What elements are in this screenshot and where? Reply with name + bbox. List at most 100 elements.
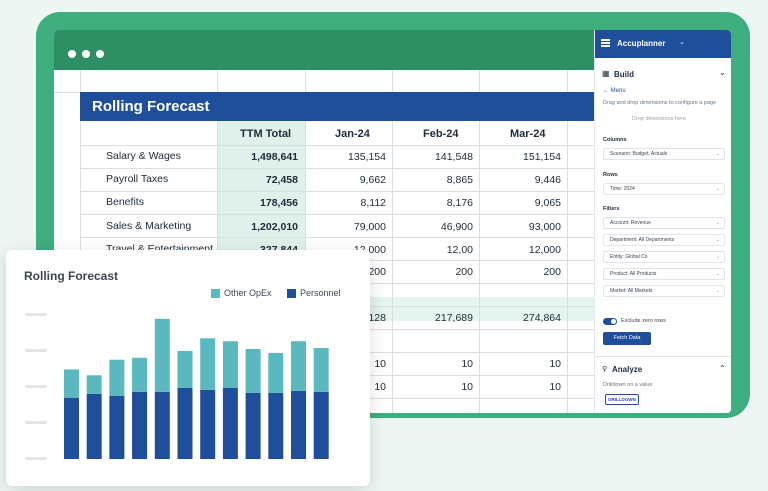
table-cell[interactable]: 135,154 bbox=[348, 151, 386, 163]
col-header-jan[interactable]: Jan-24 bbox=[335, 128, 370, 140]
table-cell[interactable]: 9,446 bbox=[534, 174, 561, 186]
bar-personnel[interactable] bbox=[86, 393, 102, 459]
table-cell[interactable]: 217,689 bbox=[435, 312, 473, 324]
device-frame: Rolling Forecast TTM Total Jan-24 Feb-24… bbox=[36, 12, 750, 418]
table-cell[interactable]: 93,000 bbox=[528, 221, 561, 233]
filter-department[interactable]: Department: All Departments ⌄ bbox=[603, 234, 725, 246]
chevron-down-icon: ⌄ bbox=[715, 237, 720, 243]
legend-swatch-other-opex bbox=[211, 289, 220, 298]
drilldown-hint: Drilldown on a value bbox=[603, 382, 653, 388]
table-cell[interactable]: 8,865 bbox=[446, 174, 473, 186]
sheet-title: Rolling Forecast bbox=[92, 98, 210, 115]
table-cell[interactable]: 79,000 bbox=[353, 221, 386, 233]
table-cell[interactable]: 8,176 bbox=[446, 197, 473, 209]
config-panel: Accuplanner ⌄ ▦ Build ⌄ ← Menu Drag and … bbox=[594, 30, 731, 413]
table-cell[interactable]: 1,202,010 bbox=[251, 221, 298, 233]
table-cell[interactable]: 151,154 bbox=[523, 151, 561, 163]
filter-market[interactable]: Market: All Markets ⌄ bbox=[603, 285, 725, 297]
hamburger-icon[interactable] bbox=[601, 39, 610, 47]
bar-other-opex[interactable] bbox=[132, 357, 148, 392]
chevron-down-icon[interactable]: ⌄ bbox=[679, 39, 685, 46]
table-cell[interactable]: 10 bbox=[461, 381, 473, 393]
fetch-data-button[interactable]: Fetch Data bbox=[603, 332, 651, 345]
scenario-pill[interactable]: Scenario: Budget, Actuals ⌄ bbox=[603, 148, 725, 160]
table-cell[interactable]: 9,065 bbox=[534, 197, 561, 209]
panel-header: Accuplanner ⌄ bbox=[595, 30, 731, 58]
table-cell[interactable]: 128 bbox=[368, 312, 386, 324]
search-icon: ⚲ bbox=[602, 366, 608, 373]
bar-chart bbox=[64, 318, 329, 459]
window-dot-icon[interactable] bbox=[68, 50, 76, 58]
build-title: Build bbox=[614, 70, 634, 79]
bar-personnel[interactable] bbox=[313, 391, 329, 459]
build-hint: Drag and drop dimensions to configure a … bbox=[603, 100, 717, 106]
bar-personnel[interactable] bbox=[109, 395, 125, 459]
table-cell[interactable]: 141,548 bbox=[435, 151, 473, 163]
bar-personnel[interactable] bbox=[132, 391, 148, 459]
bar-other-opex[interactable] bbox=[177, 350, 193, 388]
bar-personnel[interactable] bbox=[200, 389, 216, 459]
table-cell[interactable]: 9,662 bbox=[359, 174, 386, 186]
bar-personnel[interactable] bbox=[177, 387, 193, 459]
table-cell[interactable]: 200 bbox=[543, 266, 561, 278]
bar-personnel[interactable] bbox=[268, 392, 284, 459]
legend-label-other-opex: Other OpEx bbox=[224, 288, 272, 298]
chart-card: Rolling Forecast Other OpEx Personnel bbox=[6, 250, 370, 486]
col-header-feb[interactable]: Feb-24 bbox=[423, 128, 459, 140]
chevron-down-icon: ⌄ bbox=[715, 151, 720, 157]
table-cell[interactable]: 274,864 bbox=[523, 312, 561, 324]
table-cell[interactable]: 200 bbox=[455, 266, 473, 278]
exclude-zero-label: Exclude zero rows bbox=[621, 318, 666, 324]
bar-personnel[interactable] bbox=[291, 390, 306, 459]
filter-account[interactable]: Account: Revenue ⌄ bbox=[603, 217, 725, 229]
bar-personnel[interactable] bbox=[222, 387, 238, 459]
col-header-ttm[interactable]: TTM Total bbox=[240, 128, 292, 140]
brand-name[interactable]: Accuplanner bbox=[617, 39, 666, 48]
table-cell[interactable]: 10 bbox=[374, 358, 386, 370]
window-dot-icon[interactable] bbox=[96, 50, 104, 58]
chart-title: Rolling Forecast bbox=[24, 269, 119, 283]
drop-zone[interactable]: Drop dimensions here bbox=[632, 116, 686, 122]
table-cell[interactable]: 10 bbox=[461, 358, 473, 370]
filter-product[interactable]: Product: All Products ⌄ bbox=[603, 268, 725, 280]
table-cell[interactable]: 10 bbox=[549, 358, 561, 370]
bar-other-opex[interactable] bbox=[268, 352, 284, 393]
table-cell[interactable]: 8,112 bbox=[360, 197, 387, 209]
y-grid-marker bbox=[25, 349, 47, 352]
menu-link[interactable]: ← Menu bbox=[603, 88, 626, 94]
chevron-up-icon[interactable]: ⌃ bbox=[719, 364, 726, 373]
window-dot-icon[interactable] bbox=[82, 50, 90, 58]
bar-other-opex[interactable] bbox=[154, 318, 170, 392]
bar-other-opex[interactable] bbox=[64, 369, 79, 398]
y-grid-marker bbox=[25, 313, 47, 316]
chevron-down-icon: ⌄ bbox=[715, 254, 720, 260]
drilldown-button[interactable]: DRILLDOWN bbox=[605, 394, 639, 405]
bar-other-opex[interactable] bbox=[200, 338, 216, 390]
table-cell[interactable]: 12,00 bbox=[446, 244, 473, 256]
window-titlebar bbox=[54, 30, 594, 70]
bar-other-opex[interactable] bbox=[109, 359, 125, 396]
exclude-zero-toggle[interactable] bbox=[603, 318, 617, 325]
col-header-mar[interactable]: Mar-24 bbox=[510, 128, 546, 140]
bar-other-opex[interactable] bbox=[291, 341, 306, 391]
bar-other-opex[interactable] bbox=[313, 348, 329, 392]
bar-other-opex[interactable] bbox=[245, 349, 261, 393]
row-label: Salary & Wages bbox=[106, 150, 181, 162]
table-cell[interactable]: 12,000 bbox=[528, 244, 561, 256]
table-cell[interactable]: 10 bbox=[374, 381, 386, 393]
table-cell[interactable]: 10 bbox=[549, 381, 561, 393]
bar-personnel[interactable] bbox=[154, 391, 170, 459]
table-cell[interactable]: 72,458 bbox=[265, 174, 298, 186]
rows-label: Rows bbox=[603, 172, 618, 178]
table-cell[interactable]: 1,498,641 bbox=[251, 151, 298, 163]
bar-other-opex[interactable] bbox=[222, 341, 238, 388]
table-cell[interactable]: 46,900 bbox=[440, 221, 473, 233]
bar-personnel[interactable] bbox=[245, 392, 261, 459]
filter-entity[interactable]: Entity: Global Co ⌄ bbox=[603, 251, 725, 263]
bar-personnel[interactable] bbox=[64, 397, 79, 459]
time-pill[interactable]: Time: 2024 ⌄ bbox=[603, 183, 725, 195]
bar-other-opex[interactable] bbox=[86, 375, 102, 394]
table-cell[interactable]: 178,456 bbox=[260, 197, 298, 209]
table-cell[interactable]: 200 bbox=[368, 266, 386, 278]
chevron-down-icon[interactable]: ⌄ bbox=[719, 68, 726, 77]
